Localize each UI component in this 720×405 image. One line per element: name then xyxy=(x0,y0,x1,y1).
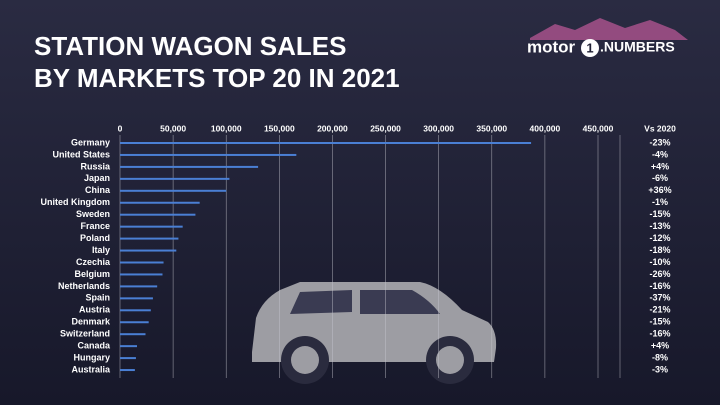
bar xyxy=(120,333,146,336)
change-label: -16% xyxy=(649,281,670,291)
chart-title: BY MARKETS TOP 20 IN 2021 xyxy=(34,63,400,93)
category-label: Hungary xyxy=(73,352,110,362)
change-label: -10% xyxy=(649,257,670,267)
category-label: China xyxy=(85,185,111,195)
category-label: Austria xyxy=(79,305,111,315)
category-label: Denmark xyxy=(71,317,111,327)
bar xyxy=(120,201,200,204)
bar xyxy=(120,189,227,192)
bar xyxy=(120,273,163,276)
x-tick-label: 0 xyxy=(118,123,123,133)
change-label: -23% xyxy=(649,137,670,147)
bar xyxy=(120,225,183,228)
bar xyxy=(120,297,153,300)
bar xyxy=(120,153,297,156)
change-label: -15% xyxy=(649,209,670,219)
change-label: -12% xyxy=(649,233,670,243)
category-label: Australia xyxy=(71,364,111,374)
category-label: Belgium xyxy=(74,269,110,279)
category-label: Germany xyxy=(71,137,110,147)
bar xyxy=(120,261,164,264)
bar xyxy=(120,309,151,312)
change-label: -26% xyxy=(649,269,670,279)
column-header: Vs 2020 xyxy=(644,123,676,133)
logo-number: 1 xyxy=(586,40,593,55)
category-label: Spain xyxy=(85,293,110,303)
category-label: United Kingdom xyxy=(41,197,111,207)
bar xyxy=(120,177,230,180)
change-label: -6% xyxy=(652,173,668,183)
category-label: Canada xyxy=(77,341,111,351)
change-label: -3% xyxy=(652,364,668,374)
logo: motor 1 .NUMBERS xyxy=(527,18,688,57)
bar xyxy=(120,369,135,372)
change-label: -1% xyxy=(652,197,668,207)
change-label: -4% xyxy=(652,149,668,159)
bar xyxy=(120,357,136,360)
change-label: +4% xyxy=(651,161,669,171)
change-label: +36% xyxy=(648,185,671,195)
category-label: Sweden xyxy=(76,209,110,219)
change-label: -21% xyxy=(649,305,670,315)
car-silhouette xyxy=(252,282,497,384)
bar xyxy=(120,165,259,168)
logo-circle xyxy=(581,39,599,57)
x-tick-label: 50,000 xyxy=(160,123,186,133)
category-label: Russia xyxy=(80,161,111,171)
change-label: -18% xyxy=(649,245,670,255)
logo-mountains xyxy=(530,18,688,40)
x-tick-label: 150,000 xyxy=(264,123,295,133)
bar xyxy=(120,249,177,252)
change-label: -13% xyxy=(649,221,670,231)
chart-title: STATION WAGON SALES xyxy=(34,31,346,61)
category-label: Japan xyxy=(84,173,110,183)
logo-suffix: .NUMBERS xyxy=(600,39,675,55)
change-label: +4% xyxy=(651,341,669,351)
x-tick-label: 450,000 xyxy=(583,123,614,133)
bar xyxy=(120,345,137,348)
x-tick-label: 100,000 xyxy=(211,123,242,133)
change-label: -8% xyxy=(652,352,668,362)
x-tick-label: 250,000 xyxy=(370,123,401,133)
category-label: Czechia xyxy=(76,257,111,267)
x-tick-label: 300,000 xyxy=(423,123,454,133)
category-label: Netherlands xyxy=(58,281,110,291)
bar xyxy=(120,285,158,288)
bar xyxy=(120,213,196,216)
x-tick-label: 200,000 xyxy=(317,123,348,133)
bar xyxy=(120,142,532,144)
category-label: France xyxy=(80,221,110,231)
category-label: United States xyxy=(52,149,110,159)
category-label: Italy xyxy=(92,245,110,255)
category-label: Poland xyxy=(80,233,110,243)
change-label: -37% xyxy=(649,293,670,303)
x-tick-label: 400,000 xyxy=(530,123,561,133)
logo-brand: motor xyxy=(527,37,576,56)
change-label: -15% xyxy=(649,317,670,327)
bar xyxy=(120,237,179,240)
category-label: Switzerland xyxy=(60,329,110,339)
bar xyxy=(120,321,149,324)
x-tick-label: 350,000 xyxy=(476,123,507,133)
change-label: -16% xyxy=(649,329,670,339)
